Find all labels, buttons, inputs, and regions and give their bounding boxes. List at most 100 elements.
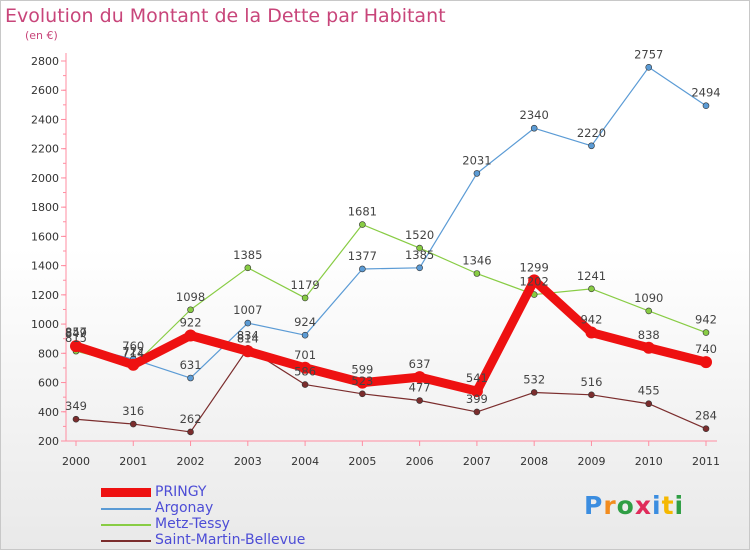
data-point [473,170,481,177]
data-label: 523 [351,374,373,388]
y-tick-label: 2200 [31,143,59,156]
data-point [187,306,194,314]
x-tick-label: 2004 [291,455,319,468]
legend-label: PRINGY [155,484,207,500]
data-label: 541 [466,371,488,385]
logo-letter: x [634,491,652,520]
data-label: 586 [294,365,316,379]
data-point [702,102,710,110]
series-line-saint-martin-bellevue [75,347,707,433]
data-label: 1299 [520,260,549,274]
data-point [129,420,137,428]
data-label: 922 [180,315,202,329]
data-point [244,319,252,327]
y-tick-label: 1400 [31,260,59,273]
data-point [585,326,598,339]
data-point [413,371,426,384]
data-label: 815 [65,331,87,345]
data-point [416,397,423,404]
x-tick-label: 2000 [62,455,90,468]
axes: 200 400 600 800 1000 1200 1400 1600 1800 2000 2200… [31,53,720,468]
data-label: 2340 [520,108,549,122]
data-label: 2494 [691,86,720,100]
data-label: 1520 [405,228,434,242]
x-tick-label: 2011 [692,455,720,468]
data-point [416,264,423,272]
data-point [530,389,538,396]
data-labels: 349 316 262 834 586 523 477 399 532 516 455 284 815 7… [65,47,721,426]
data-point [299,361,312,374]
data-label: 637 [409,357,431,371]
data-point [645,400,653,408]
data-point [588,285,595,293]
logo-letter: r [603,491,617,520]
logo-letter: i [652,491,662,520]
y-tick-label: 2000 [31,172,59,185]
data-label: 1385 [405,248,434,262]
series-line-metz-tessy [75,223,707,367]
y-tick-label: 2400 [31,113,59,126]
data-point [187,374,194,382]
x-tick-label: 2009 [577,455,605,468]
data-label: 814 [237,331,259,345]
data-point [301,294,309,302]
data-label: 599 [351,363,373,377]
data-point [588,391,595,399]
x-tick-label: 2007 [463,455,491,468]
data-label: 722 [122,345,144,359]
data-label: 838 [638,328,660,342]
data-label: 714 [122,346,144,360]
data-point [301,331,309,339]
data-point [187,428,194,436]
y-tick-label: 800 [38,347,59,360]
data-label: 701 [294,348,316,362]
series-line-argonay [75,66,707,379]
series-line-pringy [74,275,708,396]
x-tick-label: 2005 [348,455,376,468]
x-tick-label: 2008 [520,455,548,468]
x-tick-label: 2006 [406,455,434,468]
legend-label: Saint-Martin-Bellevue [155,532,306,548]
data-point [356,376,369,389]
data-label: 1202 [520,275,549,289]
data-point [645,63,653,71]
x-tick-label: 2010 [635,455,663,468]
data-point [528,274,541,287]
data-point [70,340,82,353]
y-tick-label: 400 [38,406,59,419]
data-label: 2220 [577,126,606,140]
y-tick-label: 1200 [31,289,59,302]
data-point [301,381,309,388]
data-label: 834 [237,328,259,342]
x-tick-label: 2003 [234,455,262,468]
data-point [473,270,481,277]
data-label: 1007 [233,303,262,317]
data-label: 1346 [462,254,491,268]
data-point [642,341,655,354]
data-label: 942 [580,313,602,327]
data-label: 1241 [577,269,606,283]
data-point [359,390,366,398]
legend-swatch [101,540,151,542]
data-label: 349 [65,399,87,413]
data-point [416,244,423,252]
data-label: 399 [466,392,488,406]
data-label: 1179 [290,278,319,292]
y-tick-label: 200 [38,435,59,448]
data-point [359,265,366,273]
data-label: 262 [180,412,202,426]
legend-label: Metz-Tessy [155,516,230,532]
data-label: 924 [294,315,316,329]
logo-letter: P [584,491,604,520]
data-point [470,385,483,398]
logo-letter: i [674,491,685,520]
chart-title: Evolution du Montant de la Dette par Hab… [5,5,446,27]
x-tick-label: 2001 [119,455,147,468]
data-label: 849 [65,326,87,340]
data-label: 942 [695,313,717,327]
data-label: 740 [695,342,717,356]
data-label: 1377 [348,249,377,263]
data-label: 1098 [176,290,205,304]
